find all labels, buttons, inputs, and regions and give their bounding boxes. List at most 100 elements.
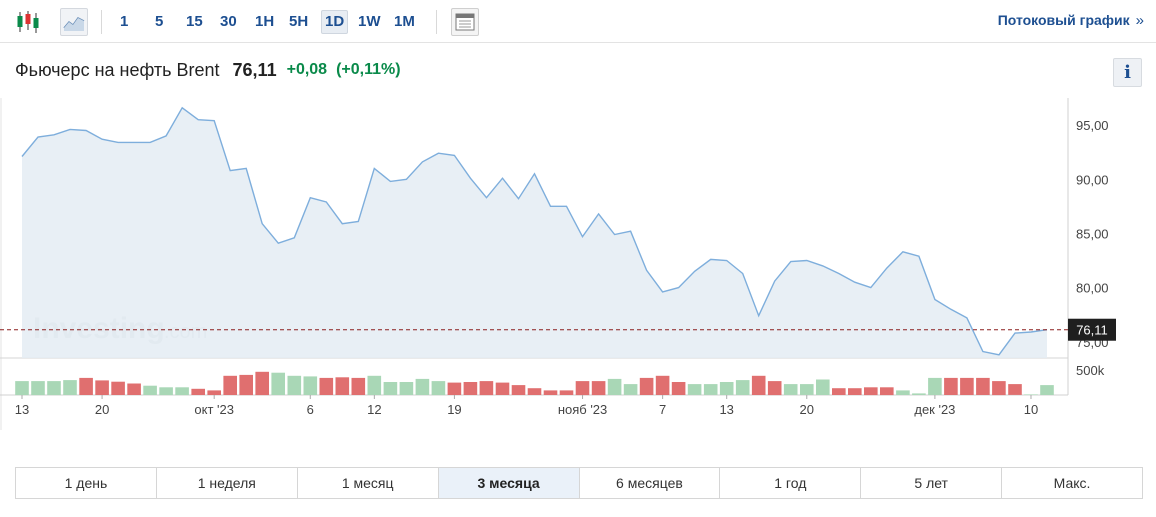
price-area: [22, 107, 1047, 358]
volume-bar: [1040, 385, 1054, 395]
range-max[interactable]: Макс.: [1053, 475, 1091, 491]
volume-bar: [319, 377, 334, 395]
volume-bar: [495, 382, 510, 395]
volume-bar: [976, 377, 990, 395]
volume-bar: [287, 375, 302, 395]
volume-bar: [896, 390, 910, 395]
price-tick-label: 85,00: [1076, 226, 1109, 241]
time-tick-label: 13: [719, 402, 733, 417]
volume-bar: [848, 388, 862, 395]
timeframe-1d[interactable]: 1D: [321, 10, 349, 34]
timeframe-1[interactable]: 1: [120, 13, 129, 30]
last-price-badge: [1068, 318, 1116, 341]
timeframe-15[interactable]: 15: [186, 13, 203, 30]
volume-bar: [639, 377, 654, 395]
price-change: +0,08: [286, 61, 328, 78]
volume-bar: [800, 384, 814, 395]
volume-bar: [47, 381, 61, 396]
range-selector: 1 день 1 неделя 1 месяц 3 месяца 6 месяц…: [15, 467, 1143, 499]
volume-bar: [351, 377, 366, 395]
volume-bar: [960, 377, 974, 395]
volume-bar: [255, 371, 269, 396]
timeframe-5h[interactable]: 5H: [289, 13, 309, 30]
volume-bar: [367, 375, 382, 395]
range-1-month[interactable]: 1 месяц: [298, 468, 439, 498]
price-tick-label: 95,00: [1076, 118, 1109, 133]
price-chart[interactable]: Investing.com95,0090,0085,0080,0075,0076…: [0, 90, 1156, 430]
volume-bar: [607, 378, 622, 395]
volume-bar: [31, 381, 45, 396]
volume-bar: [671, 382, 686, 395]
layout-icon[interactable]: [451, 8, 479, 36]
time-tick-label: окт '23: [194, 402, 234, 417]
volume-bar: [239, 374, 253, 396]
volume-bar: [944, 377, 958, 395]
volume-bar: [111, 381, 125, 395]
range-3-months[interactable]: 3 месяца: [438, 468, 580, 498]
volume-bar: [127, 383, 141, 395]
volume-bar: [559, 390, 574, 395]
volume-bar: [79, 377, 93, 395]
time-tick-label: 19: [447, 402, 461, 417]
price-tick-label: 90,00: [1076, 172, 1109, 187]
volume-bar: [880, 387, 894, 396]
volume-bar: [511, 385, 526, 395]
volume-bar: [527, 388, 542, 395]
volume-bar: [703, 384, 718, 395]
timeframe-5[interactable]: 5: [155, 13, 164, 30]
timeframe-1w[interactable]: 1W: [358, 13, 381, 30]
volume-bar: [335, 377, 350, 395]
volume-tick-label: 500k: [1076, 363, 1105, 378]
time-tick-label: 10: [1024, 402, 1038, 417]
toolbar-divider: [101, 10, 102, 34]
instrument-header: Фьючерс на нефть Brent 76,11 +0,08 (+0,1…: [15, 58, 401, 82]
volume-bar: [912, 393, 926, 395]
volume-bar: [15, 381, 29, 396]
volume-bar: [687, 384, 702, 395]
volume-bar: [271, 372, 285, 395]
range-1-day[interactable]: 1 день: [16, 468, 157, 498]
range-5-years[interactable]: 5 лет: [861, 468, 1003, 498]
range-6-months[interactable]: 6 месяцев: [580, 468, 721, 498]
volume-bar: [479, 381, 494, 396]
timeframe-30[interactable]: 30: [220, 13, 237, 30]
streaming-chart-link[interactable]: Потоковый график »: [998, 12, 1144, 29]
volume-bar: [143, 385, 157, 395]
price-line: [21, 106, 1048, 356]
volume-bar: [719, 382, 734, 395]
double-chevron-right-icon: »: [1135, 12, 1144, 29]
volume-bar: [415, 378, 430, 395]
volume-bar: [159, 387, 173, 396]
volume-bar: [303, 376, 318, 395]
timeframe-1m[interactable]: 1M: [394, 13, 415, 30]
candlestick-chart-icon[interactable]: [14, 8, 42, 36]
last-price: 76,11: [232, 59, 277, 80]
chart-toolbar: 1 5 15 30 1H 5H 1D 1W 1M Потоковый графи…: [0, 0, 1156, 43]
volume-bar: [928, 377, 942, 395]
area-chart-icon[interactable]: [60, 8, 88, 36]
volume-bar: [751, 375, 766, 395]
time-tick-label: 13: [15, 402, 29, 417]
volume-bar: [447, 382, 462, 395]
volume-bar: [864, 387, 878, 396]
volume-bar: [191, 388, 205, 395]
time-tick-label: 20: [95, 402, 109, 417]
volume-bar: [463, 382, 478, 395]
time-tick-label: 12: [367, 402, 381, 417]
volume-bar: [63, 380, 77, 395]
volume-bar: [767, 381, 782, 396]
volume-bar: [383, 382, 398, 395]
range-1-year[interactable]: 1 год: [720, 468, 862, 498]
time-tick-label: 6: [307, 402, 314, 417]
volume-bar: [1024, 394, 1038, 395]
volume-bar: [431, 381, 446, 396]
volume-bar: [1008, 384, 1022, 395]
instrument-name: Фьючерс на нефть Brent: [15, 59, 220, 80]
time-tick-label: дек '23: [914, 402, 955, 417]
info-icon[interactable]: i: [1113, 58, 1142, 87]
range-1-week[interactable]: 1 неделя: [157, 468, 298, 498]
volume-bar: [543, 390, 558, 395]
timeframe-1h[interactable]: 1H: [255, 13, 275, 30]
volume-bar: [992, 381, 1006, 396]
volume-bar: [783, 384, 798, 395]
